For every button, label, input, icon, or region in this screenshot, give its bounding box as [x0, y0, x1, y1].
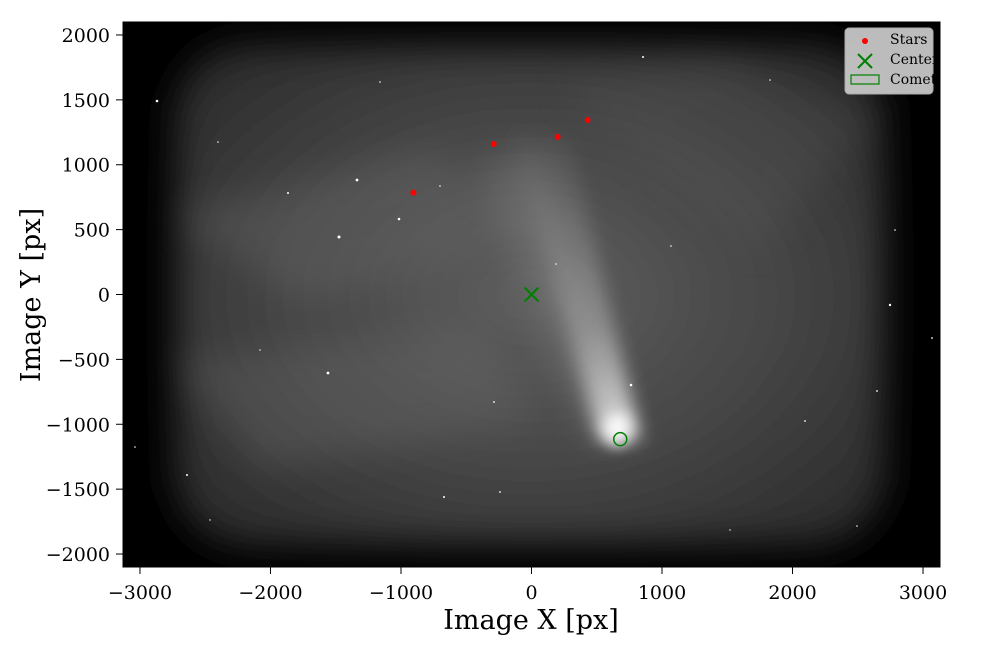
x-tick-label: 0: [525, 582, 537, 604]
x-axis: −3000 −2000 −1000 0 1000 2000 3000: [108, 567, 947, 604]
y-tick-label: 1500: [62, 90, 110, 112]
legend: Stars Center Comet: [844, 27, 939, 95]
background-stars: [134, 56, 933, 531]
y-tick-label: −2000: [46, 544, 110, 566]
y-tick-label: −1500: [46, 479, 110, 501]
stars-marker: [490, 140, 497, 147]
legend-label-stars: Stars: [890, 32, 927, 48]
legend-marker-stars: [862, 38, 868, 44]
y-tick-label: 1000: [62, 155, 110, 177]
y-tick-label: 0: [98, 285, 110, 307]
legend-label-center: Center: [890, 52, 939, 68]
y-tick-label: 2000: [62, 25, 110, 47]
comet-marker: [612, 431, 628, 447]
stars-marker: [554, 133, 561, 140]
stars-marker: [410, 189, 417, 196]
y-axis-title: Image Y [px]: [16, 208, 47, 382]
x-tick-label: −2000: [238, 582, 302, 604]
legend-label-comet: Comet: [890, 72, 937, 88]
x-axis-title: Image X [px]: [443, 605, 619, 636]
x-tick-label: 1000: [638, 582, 686, 604]
data-markers: [410, 116, 628, 447]
y-tick-label: 500: [74, 220, 110, 242]
y-tick-label: −1000: [46, 414, 110, 436]
x-tick-label: 2000: [768, 582, 816, 604]
y-axis: −2000 −1500 −1000 −500 0 500 1000 1500 2000: [46, 25, 123, 566]
x-tick-label: 3000: [899, 582, 947, 604]
x-tick-label: −3000: [108, 582, 172, 604]
legend-marker-center: [857, 53, 873, 69]
y-tick-label: −500: [58, 349, 110, 371]
legend-box: [844, 27, 934, 95]
center-marker: [523, 286, 540, 303]
stars-marker: [584, 116, 591, 123]
x-tick-label: −1000: [369, 582, 433, 604]
legend-marker-comet: [850, 74, 880, 85]
